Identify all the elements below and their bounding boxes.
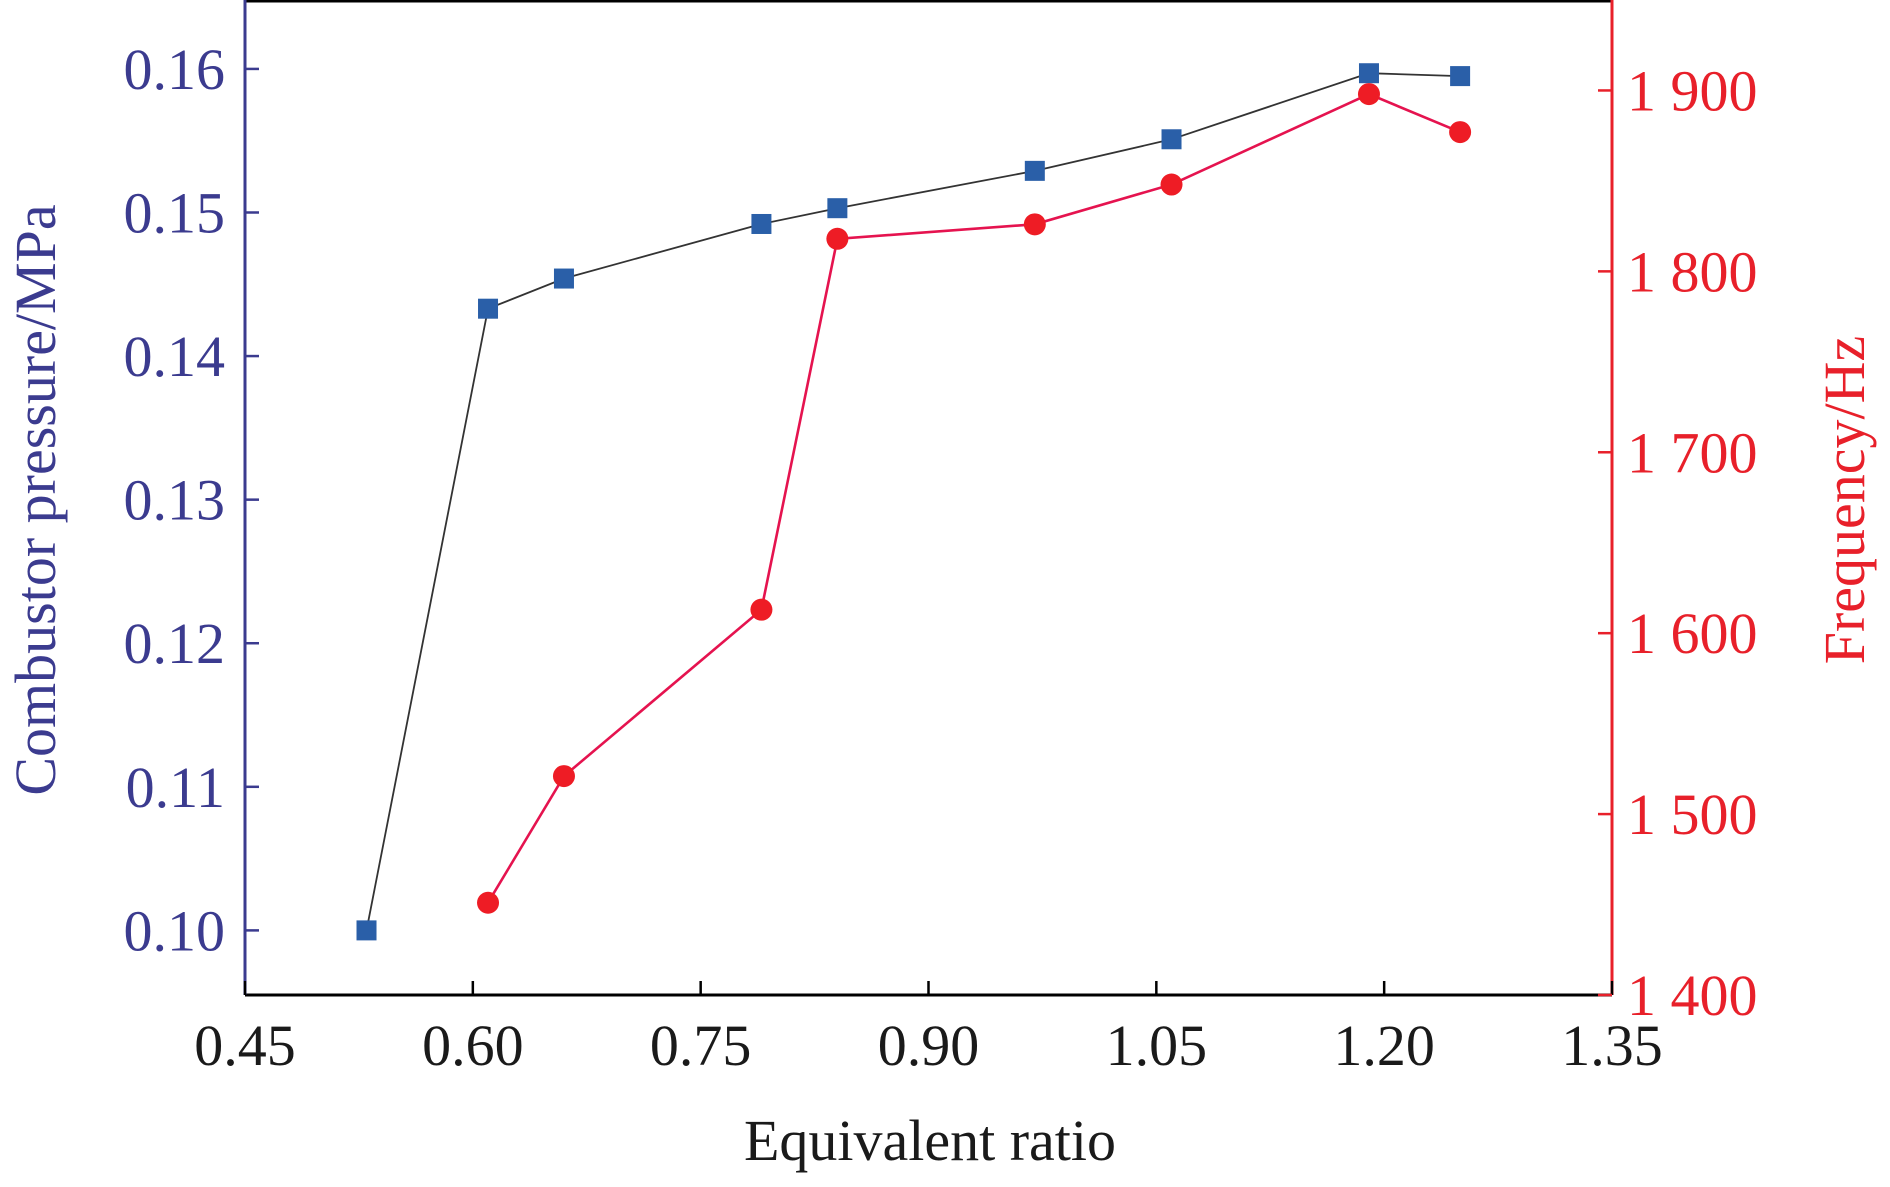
pressure-series-line — [365, 72, 1461, 931]
pressure-data-point — [1161, 129, 1182, 150]
series-lines — [365, 72, 1461, 931]
left-y-tick-label: 0.11 — [126, 755, 225, 820]
x-tick-label: 0.75 — [650, 1013, 752, 1078]
plot-frame — [243, 0, 1614, 997]
frequency-data-point — [1023, 213, 1046, 236]
left-y-tick-label: 0.13 — [124, 468, 226, 533]
frequency-data-point — [1449, 121, 1472, 144]
frequency-data-point — [477, 891, 500, 914]
frequency-data-point — [1160, 173, 1183, 196]
right-y-tick-label: 1 800 — [1627, 239, 1758, 304]
right-y-axis-ticks: 1 400 1 500 1 600 1 700 1 800 1 900 — [1598, 58, 1758, 1028]
pressure-data-point — [827, 198, 848, 219]
left-y-tick-label: 0.16 — [124, 37, 226, 102]
right-y-axis-title: Frequency/Hz — [1812, 336, 1877, 665]
left-y-axis-title: Combustor pressure/MPa — [3, 204, 68, 795]
pressure-data-point — [356, 920, 377, 941]
left-y-tick-label: 0.12 — [124, 611, 226, 676]
pressure-data-point — [553, 268, 574, 289]
right-y-tick-label: 1 600 — [1627, 601, 1758, 666]
left-y-axis-ticks: 0.10 0.11 0.12 0.13 0.14 0.15 0.16 — [124, 37, 259, 963]
frequency-data-point — [750, 598, 773, 621]
x-tick-label: 0.90 — [878, 1013, 980, 1078]
left-y-tick-label: 0.15 — [124, 180, 226, 245]
x-tick-label: 1.20 — [1333, 1013, 1435, 1078]
pressure-data-point — [1358, 63, 1379, 84]
frequency-series-line — [486, 92, 1461, 904]
x-tick-label: 1.35 — [1561, 1013, 1663, 1078]
left-y-tick-label: 0.10 — [124, 898, 226, 963]
x-axis-title: Equivalent ratio — [744, 1108, 1116, 1173]
pressure-data-point — [751, 213, 772, 234]
x-tick-label: 1.05 — [1106, 1013, 1208, 1078]
frequency-data-point — [826, 227, 849, 250]
x-tick-label: 0.60 — [422, 1013, 524, 1078]
right-y-tick-label: 1 400 — [1627, 963, 1758, 1028]
frequency-data-point — [1357, 83, 1380, 106]
right-y-tick-label: 1 700 — [1627, 420, 1758, 485]
x-axis-ticks: 0.45 0.60 0.75 0.90 1.05 1.20 1.35 — [194, 981, 1663, 1078]
left-y-tick-label: 0.14 — [124, 324, 226, 389]
frequency-data-point — [552, 765, 575, 788]
series-markers — [356, 63, 1472, 941]
pressure-data-point — [1450, 66, 1471, 87]
pressure-data-point — [478, 298, 499, 319]
right-y-tick-label: 1 500 — [1627, 782, 1758, 847]
right-y-tick-label: 1 900 — [1627, 58, 1758, 123]
pressure-data-point — [1024, 160, 1045, 181]
x-tick-label: 0.45 — [194, 1013, 296, 1078]
